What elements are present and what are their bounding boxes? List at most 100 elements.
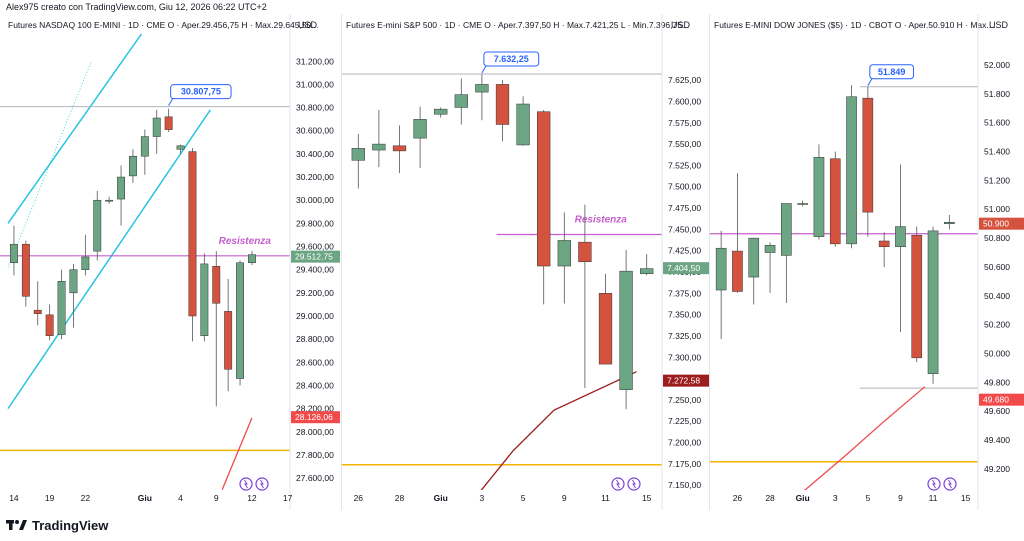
nasdaq-candle-body [236,262,244,379]
sp500-candle-body [454,94,468,108]
sp500-plot-area: Resistenza [342,65,662,490]
nasdaq-currency-label: USD [298,20,318,30]
sp500-callout-pointer [481,65,487,74]
nasdaq-y-tick-label: 29.400,00 [296,265,334,275]
dow-candle-body [732,250,743,292]
sp500-candle-body [413,119,427,139]
dow-flash-event-icon [927,477,941,491]
dow-candle-body [813,157,825,237]
dow-y-tick-label: 50.200 [984,320,1010,330]
sp500-x-tick-label: 15 [642,493,652,503]
nasdaq-y-tick-label: 30.400,00 [296,149,334,159]
nasdaq-chart-title: Futures NASDAQ 100 E-MINI · 1D · CME O ·… [8,20,319,30]
dow-price-tag-label: 49.680 [983,395,1009,405]
dow-y-tick-label: 51.800 [984,89,1010,99]
sp500-y-tick-label: 7.425,00 [668,246,701,256]
nasdaq-y-tick-label: 29.800,00 [296,218,334,228]
dow-callout-label: 51.849 [878,67,906,77]
sp500-candle-body [475,84,489,93]
dow-y-tick-label: 49.600 [984,406,1010,416]
sp500-y-tick-label: 7.300,00 [668,352,701,362]
sp500-chart-svg: Resistenza 7.625,00 7.600,00 7.575,00 7.550,… [342,14,710,510]
nasdaq-chart-panel[interactable]: Futures NASDAQ 100 E-MINI · 1D · CME O ·… [0,14,341,510]
sp500-y-tick-label: 7.625,00 [668,75,701,85]
sp500-x-tick-label: 11 [601,493,610,503]
nasdaq-y-tick-label: 28.400,00 [296,380,334,390]
dow-candle-body [911,234,923,359]
sp500-candle-body [537,111,551,267]
nasdaq-candle-body [93,199,102,252]
sp500-candle-body [619,270,633,390]
dow-x-tick-label: 11 [929,493,938,503]
nasdaq-x-tick-label: 17 [283,493,293,503]
sp500-y-tick-label: 7.550,00 [668,139,701,149]
nasdaq-x-tick-label: 22 [81,493,91,503]
sp500-y-tick-label: 7.150,00 [668,480,701,490]
nasdaq-candle-body [176,145,185,150]
sp500-candle-body [598,293,613,365]
nasdaq-candle-body [33,309,42,314]
dow-y-tick-label: 49.400 [984,435,1010,445]
sp500-y-tick-label: 7.350,00 [668,310,701,320]
dow-chart-panel[interactable]: Futures E-MINI DOW JONES ($5) · 1D · CBO… [709,14,1024,510]
sp500-y-tick-label: 7.600,00 [668,96,701,106]
sp500-price-tag-bg [663,262,710,275]
sp500-y-tick-label: 7.525,00 [668,160,701,170]
dow-x-tick-label: 9 [898,493,903,503]
dow-price-tag-bg [979,393,1024,406]
sp500-y-tick-label: 7.450,00 [668,224,701,234]
nasdaq-split-event-icon [255,477,269,491]
nasdaq-candle-body [164,116,173,130]
nasdaq-x-tick-label: 4 [178,493,183,503]
nasdaq-candle-body [129,155,137,177]
sp500-y-tick-label: 7.325,00 [668,331,701,341]
nasdaq-candle-body [57,281,66,335]
dow-callout-box [869,64,914,80]
dow-y-tick-label: 49.200 [984,464,1010,474]
nasdaq-y-tick-label: 31.200,00 [296,56,334,66]
sp500-chart-panel[interactable]: Futures E-mini S&P 500 · 1D · CME O · Ap… [341,14,710,510]
nasdaq-candle-body [212,265,221,304]
dow-candle-body [764,245,776,253]
dow-candle-body [944,221,955,224]
nasdaq-candle-body [10,243,18,263]
sp500-split-event-icon [627,477,641,491]
nasdaq-chart-svg: Resistenza 31.200,00 31.000,00 30.800,00 30.… [0,14,340,510]
dow-price-tag-label: 50.900 [983,219,1009,229]
dow-event-icon-glyph [948,479,952,489]
nasdaq-y-tick-label: 28.200,00 [296,404,334,414]
sp500-x-tick-label: 28 [395,493,405,503]
nasdaq-candle-body [188,151,197,317]
dow-currency-label: USD [989,20,1009,30]
sp500-y-tick-label: 7.250,00 [668,395,701,405]
sp500-candle-body [434,108,448,115]
dow-candle-body [715,247,727,291]
sp500-callout-label: 7.632,25 [494,54,529,64]
nasdaq-candle-body [152,117,161,137]
sp500-y-tick-label: 7.500,00 [668,182,701,192]
sp500-flash-event-icon [611,477,625,491]
nasdaq-y-tick-label: 29.600,00 [296,242,334,252]
dow-x-tick-label: 5 [865,493,870,503]
dow-y-tick-label: 51.200 [984,175,1010,185]
sp500-x-tick-label: 5 [521,493,526,503]
dow-y-tick-label: 50.800 [984,233,1010,243]
nasdaq-candle-body [200,263,209,336]
nasdaq-plot-area: Resistenza [0,34,290,490]
nasdaq-price-tag-label: 28.126,06 [295,412,333,422]
sp500-candle-body [640,268,654,274]
dow-x-tick-label: 3 [833,493,838,503]
nasdaq-y-tick-label: 30.000,00 [296,195,334,205]
sp500-moving-average-line [480,371,637,490]
dow-price-tag-bg [979,217,1024,230]
dow-candle-body [862,97,874,213]
dow-candle-body [781,203,792,256]
sp500-candle-body [392,145,407,152]
nasdaq-flash-event-icon [239,477,253,491]
sp500-x-tick-label: 9 [562,493,567,503]
dow-y-tick-label: 51.400 [984,147,1010,157]
dow-y-tick-label: 52.000 [984,60,1010,70]
sp500-price-tag-bg [663,374,710,387]
sp500-price-tag-label: 7.272,58 [667,376,700,386]
tradingview-brand: TradingView [32,517,109,533]
